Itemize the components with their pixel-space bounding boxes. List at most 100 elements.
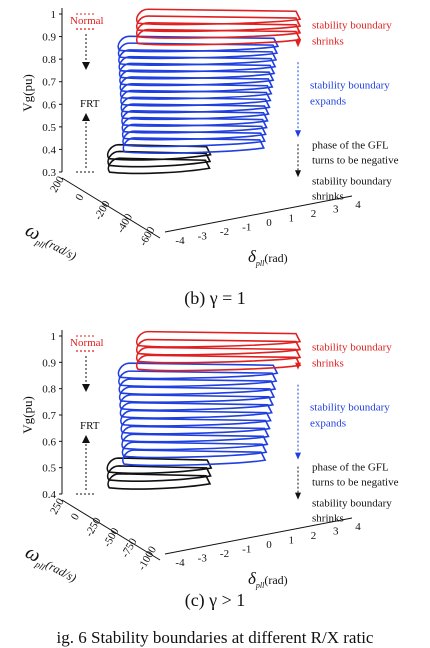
omega-axis-label: ωpll(rad/s) [21,541,82,588]
omega-subscript: pll [33,237,47,251]
delta-subscript: pll [255,581,265,590]
delta-tick-label: -1 [242,222,251,234]
vg-tick-label: 0.8 [42,384,56,396]
vg-tick-label: 0.6 [42,436,56,448]
frt-label: FRT [80,98,100,110]
blue-annotation: stability boundary [310,79,390,91]
blue-annotation: stability boundary [310,402,390,414]
red-annotation: shrinks [312,35,344,47]
black-annotation: turns to be negative [312,154,399,166]
delta-tick-label: 0 [266,217,272,229]
red-annotation: stability boundary [312,342,392,354]
vg-axis-label: Vg(pu) [20,74,35,112]
delta-tick-label: 4 [355,199,361,211]
omega-tick-label: -600 [137,224,158,248]
panel-b: 1 0.9 0.8 0.7 0.6 0.5 0.4 0.3 Vg(pu) Normal FRT sta… [0,0,430,300]
panel-b-caption: (b) γ = 1 [184,288,246,308]
delta-tick-label: -3 [198,231,208,243]
delta-subscript: pll [255,259,265,268]
delta-symbol: δ [248,569,257,588]
vg-tick-label: 0.5 [42,463,56,475]
vg-tick-label: 0.9 [42,32,56,44]
panel-c: 1 0.9 0.8 0.7 0.6 0.5 0.4 Vg(pu) Normal FRT stabil… [0,322,430,622]
black-boundary-loop [106,465,212,482]
delta-tick-label: -4 [175,557,185,569]
vg-tick-label: 0.9 [42,357,56,369]
blue-boundary-loop [117,362,279,380]
omega-tick-label: 0 [69,511,82,522]
panel-c-caption: (c) γ > 1 [184,590,246,610]
delta-tick-label: 2 [311,530,317,542]
arrowhead [82,62,90,70]
black-annotation: phase of the GFL [312,462,389,474]
black-boundary-loop [106,457,213,475]
vg-tick-label: 0.4 [42,144,56,156]
blue-annotation: expands [310,418,346,430]
normal-label: Normal [70,337,104,349]
arrowhead [295,130,301,138]
arrowhead [82,384,90,392]
omega-tick-label: -1000 [136,544,159,573]
arrowhead [295,492,301,500]
delta-tick-label: -2 [220,548,229,560]
delta-tick-label: 2 [311,208,317,220]
omega-axis-line [61,177,161,239]
delta-tick-label: 0 [266,539,272,551]
vg-tick-label: 0.3 [42,167,56,179]
arrowhead [295,40,301,48]
arrowhead [295,170,301,178]
arrowhead [82,435,90,443]
black-annotation: phase of the GFL [312,139,389,151]
vg-tick-label: 0.8 [42,54,56,66]
omega-unit: (rad/s) [43,235,78,263]
delta-tick-label: 1 [289,535,295,547]
omega-tick-label: -400 [115,211,136,235]
vg-tick-label: 1 [51,9,57,21]
normal-label: Normal [70,15,104,27]
blue-annotation: expands [310,95,346,107]
omega-unit: (rad/s) [43,557,78,585]
delta-tick-label: 4 [355,521,361,533]
vg-tick-label: 1 [51,331,57,343]
figure-caption: ig. 6 Stability boundaries at different … [56,628,374,647]
delta-axis-label: δpll(rad) [248,247,288,268]
vg-tick-label: 0.7 [42,410,56,422]
delta-tick-label: 3 [333,526,339,538]
red-annotation: shrinks [312,358,344,370]
omega-tick-label: -250 [83,515,104,539]
delta-axis-line [164,195,353,233]
delta-unit: (rad) [264,251,287,265]
delta-tick-label: 3 [333,204,339,216]
omega-axis-line [61,499,161,561]
panel-b-plot: 1 0.9 0.8 0.7 0.6 0.5 0.4 0.3 Vg(pu) Normal FRT sta… [20,8,399,268]
red-boundary-loop [135,330,302,348]
delta-unit: (rad) [264,573,287,587]
panel-c-plot: 1 0.9 0.8 0.7 0.6 0.5 0.4 Vg(pu) Normal FRT stabil… [20,330,399,590]
vg-tick-label: 0.6 [42,99,56,111]
delta-axis-line [164,517,353,555]
vg-tick-label: 0.7 [42,77,56,89]
delta-tick-label: -2 [220,226,229,238]
omega-tick-label: -200 [92,198,113,222]
delta-tick-label: -1 [242,544,251,556]
delta-axis-label: δpll(rad) [248,569,288,590]
blue-boundary-loop [117,35,280,53]
black-boundary-loop [107,473,212,490]
arrowhead [295,362,301,370]
omega-tick-label: 0 [73,192,86,203]
vg-tick-label: 0.4 [42,489,56,501]
red-annotation: stability boundary [312,19,392,31]
delta-tick-label: 1 [289,213,295,225]
black-annotation: stability boundary [312,175,392,187]
black-boundary-loop [106,143,212,161]
delta-tick-label: -4 [175,235,185,247]
red-boundary-loop [135,8,302,26]
black-annotation: turns to be negative [312,477,399,489]
omega-subscript: pll [33,559,47,573]
omega-axis-label: ωpll(rad/s) [21,219,82,266]
arrowhead [295,452,301,460]
omega-tick-label: -750 [119,536,140,560]
omega-tick-label: -500 [101,526,122,550]
frt-label: FRT [80,420,100,432]
black-annotation: stability boundary [312,498,392,510]
